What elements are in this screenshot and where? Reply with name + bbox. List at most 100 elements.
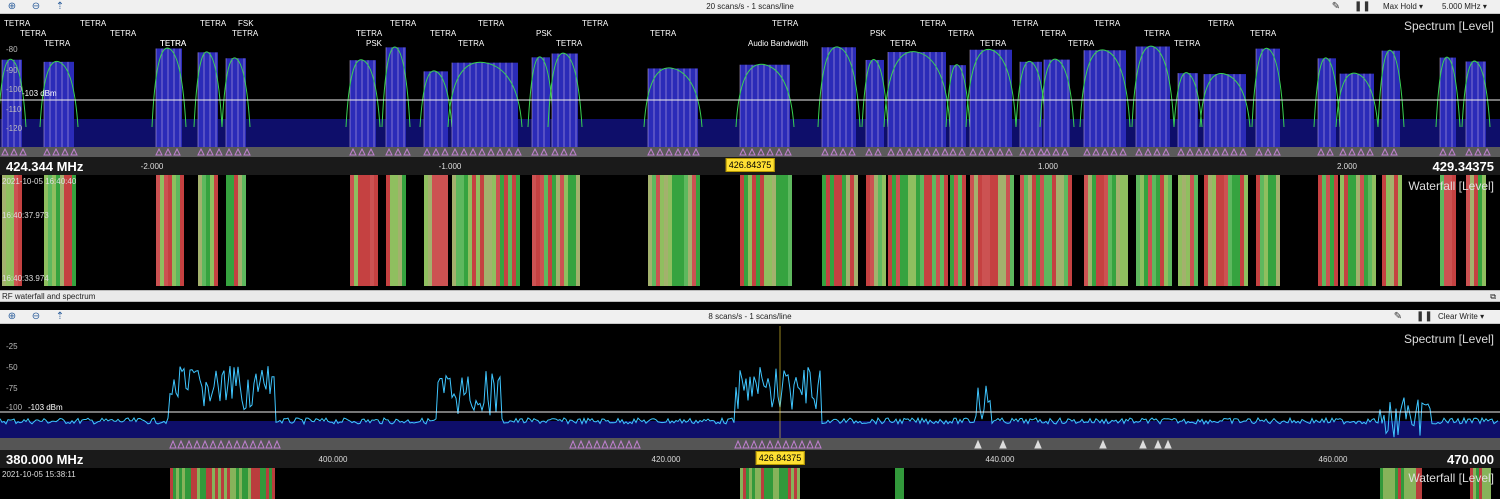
center-frequency-marker[interactable]: 426.84375 [725, 158, 775, 172]
waterfall-column [791, 468, 794, 499]
channel-marker [177, 439, 185, 449]
channel-marker [932, 147, 940, 156]
waterfall-column [1390, 175, 1394, 286]
channel-marker [987, 147, 995, 156]
channel-marker [540, 147, 548, 156]
channel-marker [839, 147, 847, 156]
channel-marker [478, 147, 486, 156]
channel-label: TETRA [4, 19, 31, 28]
signal-band [866, 59, 884, 157]
waterfall-column [1124, 175, 1128, 286]
waterfall-column [1392, 468, 1395, 499]
waterfall-column [56, 175, 60, 286]
channel-marker [665, 147, 673, 156]
wrench-icon[interactable]: ✎ [1331, 1, 1341, 12]
waterfall-column [1394, 175, 1398, 286]
wrench-icon[interactable]: ✎ [1393, 311, 1403, 322]
channel-marker [505, 147, 513, 156]
waterfall-column [394, 175, 398, 286]
channel-marker [887, 147, 895, 156]
marker-icon[interactable]: ⇡ [55, 1, 65, 12]
waterfall-column [1326, 175, 1330, 286]
waterfall-column [540, 175, 544, 286]
channel-marker [164, 147, 172, 156]
detector-select[interactable]: Clear Write ▾ [1438, 312, 1485, 321]
waterfall-column [740, 175, 744, 286]
channel-marker [958, 147, 966, 156]
waterfall-column [1334, 175, 1338, 286]
waterfall-column [194, 468, 197, 499]
waterfall-column [962, 175, 966, 286]
channel-marker [514, 147, 522, 156]
waterfall-column [1136, 175, 1140, 286]
channel-marker [225, 147, 233, 156]
waterfall-column [1473, 468, 1476, 499]
bottom-spectrum-svg [0, 326, 1500, 450]
waterfall-column [156, 175, 160, 286]
marker-icon[interactable]: ⇡ [55, 311, 65, 322]
zoom-in-icon[interactable]: ⊕ [7, 1, 17, 12]
freq-end: 429.34375 [1432, 159, 1494, 174]
top-spectrum-plot[interactable]: TETRA TETRA TETRA TETRA TETRA TETRA TETRA TETRA… [0, 15, 1500, 157]
waterfall-column [1344, 175, 1348, 286]
waterfall-column [366, 175, 370, 286]
waterfall-column [870, 175, 874, 286]
waterfall-column [1160, 175, 1164, 286]
trace-segment [1435, 56, 1461, 128]
channel-marker [460, 147, 468, 156]
channel-label: TETRA [948, 29, 975, 38]
bottom-spectrum-plot[interactable]: -25 -50 -75 -100 -103 dBm Spectrum [Leve… [0, 326, 1500, 450]
channel-label: TETRA [980, 39, 1007, 48]
waterfall-column [846, 175, 850, 286]
channel-label: TETRA [1208, 19, 1235, 28]
channel-marker [1483, 147, 1491, 156]
restore-icon[interactable]: ⧉ [1490, 292, 1496, 301]
bottom-waterfall[interactable]: 2021-10-05 15:38:11 Waterfall [Level] [0, 468, 1500, 499]
zoom-in-icon[interactable]: ⊕ [7, 311, 17, 322]
center-frequency-marker[interactable]: 426.84375 [755, 451, 805, 465]
channel-marker [569, 147, 577, 156]
pause-icon[interactable]: ❚❚ [1416, 311, 1433, 322]
channel-marker [215, 147, 223, 156]
channel-marker [1381, 147, 1389, 156]
waterfall-column [764, 468, 767, 499]
channel-marker [385, 147, 393, 156]
waterfall-column [176, 175, 180, 286]
waterfall-column [251, 468, 254, 499]
waterfall-column [1372, 175, 1376, 286]
waterfall-column [1024, 175, 1028, 286]
channel-marker [941, 147, 949, 156]
waterfall-column [1064, 175, 1068, 286]
waterfall-column [1068, 175, 1072, 286]
waterfall-column [48, 175, 52, 286]
waterfall-column [752, 468, 755, 499]
waterfall-column [182, 468, 185, 499]
channel-marker [1326, 147, 1334, 156]
waterfall-column [214, 175, 218, 286]
waterfall-column [1398, 175, 1402, 286]
waterfall-column [218, 468, 221, 499]
waterfall-column [743, 468, 746, 499]
channel-label: TETRA [80, 19, 107, 28]
waterfall-column [1452, 175, 1456, 286]
trace-segment [1039, 58, 1075, 128]
waterfall-column [834, 175, 838, 286]
channel-label: PSK [536, 29, 553, 38]
waterfall-column [221, 468, 224, 499]
span-select[interactable]: 5.000 MHz ▾ [1442, 2, 1487, 11]
freq-tick: -1.000 [438, 162, 462, 171]
waterfall-column [1348, 175, 1352, 286]
channel-label: PSK [366, 39, 383, 48]
detector-select[interactable]: Max Hold ▾ [1383, 2, 1424, 11]
top-waterfall[interactable]: 2021-10-05 16:40:40 16:40:37.973 16:40:3… [0, 175, 1500, 286]
bottom-waterfall-svg [170, 468, 1491, 499]
pause-icon[interactable]: ❚❚ [1354, 1, 1371, 12]
level-tick: -120 [6, 124, 23, 133]
zoom-out-icon[interactable]: ⊖ [31, 311, 41, 322]
channel-marker [1177, 147, 1185, 156]
waterfall-column [164, 175, 168, 286]
zoom-out-icon[interactable]: ⊖ [31, 1, 41, 12]
waterfall-column [185, 468, 188, 499]
channel-marker [625, 439, 633, 449]
waterfall-column [440, 175, 444, 286]
